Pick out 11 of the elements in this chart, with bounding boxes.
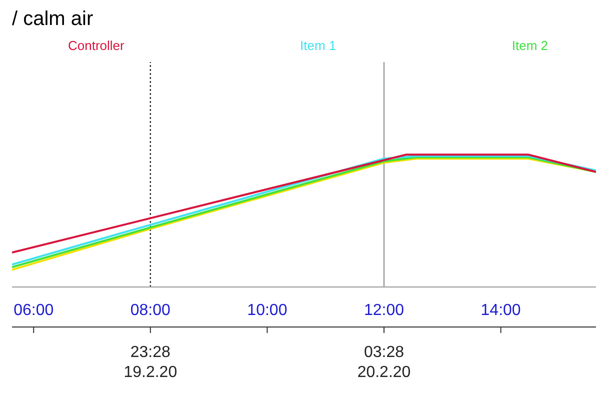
text: Item 1 [300, 38, 336, 55]
text: Item 2 [512, 38, 548, 55]
x-tick-label: 08:00 [130, 302, 171, 319]
text: Controller [68, 38, 124, 55]
x-tick-label: 14:00 [480, 302, 521, 319]
x-tick-label: 10:00 [247, 302, 288, 319]
chart-title: / calm air [11, 8, 94, 32]
x-tick-label: 12:00 [364, 302, 404, 319]
x-tick-label: 06:00 [14, 302, 54, 319]
annotation: 03:28 20.2.20 [357, 344, 411, 381]
annotation: 23:28 19.2.20 [124, 344, 178, 381]
